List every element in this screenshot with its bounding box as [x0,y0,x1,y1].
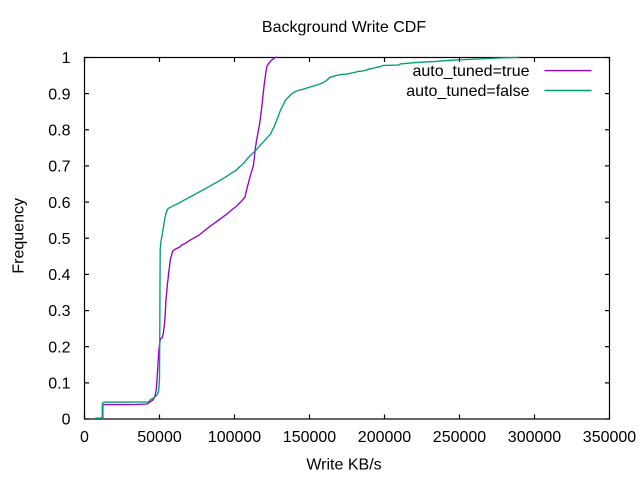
svg-text:0: 0 [80,429,89,446]
svg-text:auto_tuned=false: auto_tuned=false [406,83,529,100]
svg-text:Write KB/s: Write KB/s [306,457,381,474]
svg-text:1: 1 [62,50,71,67]
svg-text:50000: 50000 [137,429,182,446]
svg-text:0.4: 0.4 [48,267,70,284]
svg-text:0.5: 0.5 [48,231,70,248]
svg-text:150000: 150000 [283,429,336,446]
svg-text:0.1: 0.1 [48,376,70,393]
svg-text:0.9: 0.9 [48,86,70,103]
svg-text:0: 0 [62,412,71,429]
svg-text:Frequency: Frequency [11,198,28,274]
svg-text:300000: 300000 [508,429,561,446]
svg-text:Background Write CDF: Background Write CDF [262,19,426,36]
svg-text:0.2: 0.2 [48,339,70,356]
svg-text:auto_tuned=true: auto_tuned=true [413,63,530,80]
svg-text:350000: 350000 [583,429,636,446]
svg-text:0.6: 0.6 [48,195,70,212]
svg-text:200000: 200000 [358,429,411,446]
svg-text:0.3: 0.3 [48,303,70,320]
svg-text:0.7: 0.7 [48,159,70,176]
svg-text:100000: 100000 [208,429,261,446]
svg-text:250000: 250000 [433,429,486,446]
svg-text:0.8: 0.8 [48,123,70,140]
